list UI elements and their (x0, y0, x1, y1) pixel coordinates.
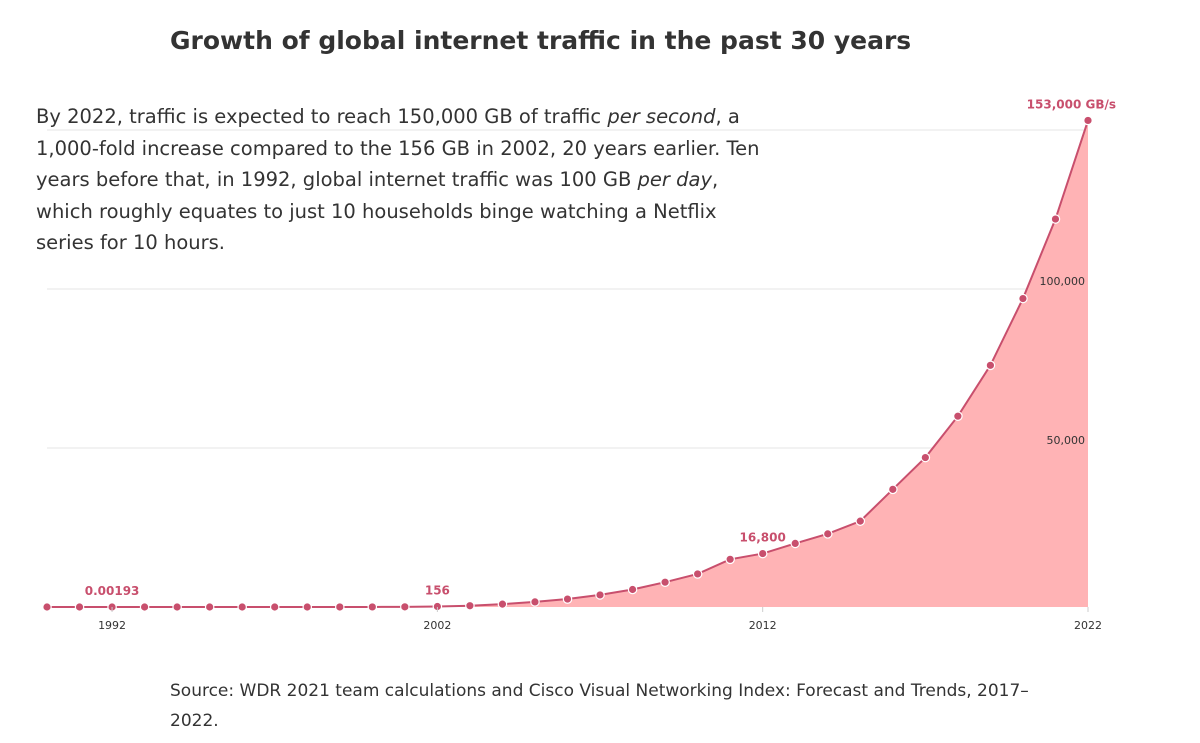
x-tick-label: 2002 (423, 619, 451, 632)
data-label-2012: 16,800 (740, 531, 786, 545)
data-label-2002: 156 (425, 584, 450, 598)
x-axis-ticks: 1992 2002 2012 2022 (98, 607, 1102, 632)
data-point-2014 (822, 529, 833, 539)
data-point-2013 (790, 538, 801, 549)
data-label-1992: 0.00193 (85, 584, 140, 598)
area-fill (47, 120, 1088, 608)
data-points (42, 115, 1093, 612)
data-point-1991 (74, 602, 85, 612)
description-emphasis-per-day: per day (637, 168, 712, 191)
data-point-2001 (400, 602, 410, 612)
data-point-2010 (692, 569, 703, 579)
data-point-1993 (139, 602, 150, 612)
data-point-2009 (660, 577, 670, 587)
data-point-2006 (562, 594, 573, 604)
data-point-2005 (530, 597, 540, 607)
data-point-2003 (465, 600, 475, 611)
description-emphasis-per-second: per second (607, 105, 716, 128)
y-tick-label: 50,000 (1047, 434, 1086, 447)
y-axis-ticks: 50,000 100,000 (1040, 275, 1086, 447)
x-tick-label: 1992 (98, 619, 126, 632)
data-point-1997 (269, 602, 280, 612)
description-part-1: By 2022, traffic is expected to reach 15… (36, 105, 608, 128)
data-labels: 0.00193 156 16,800 153,000 GB/s (85, 97, 1116, 598)
data-point-2021 (1050, 214, 1061, 224)
data-point-2000 (367, 602, 378, 612)
data-point-1996 (237, 602, 247, 612)
chart-title: Growth of global internet traffic in the… (170, 26, 912, 55)
description-part-3: , which roughly equates to just 10 house… (36, 168, 719, 254)
data-point-2004 (497, 599, 508, 609)
data-point-2019 (985, 360, 996, 371)
data-point-1990 (42, 602, 52, 612)
data-point-2015 (855, 516, 866, 526)
x-tick-label: 2012 (749, 619, 777, 632)
data-point-1999 (334, 602, 345, 612)
traffic-area-chart: 50,000 100,000 0.00193 156 16,800 153,000 GB… (42, 97, 1116, 632)
source-note: Source: WDR 2021 team calculations and C… (170, 681, 1029, 731)
data-label-2022: 153,000 GB/s (1027, 97, 1116, 111)
data-point-2022 (1083, 115, 1093, 126)
x-tick-label: 2022 (1074, 619, 1102, 632)
data-point-2017 (920, 452, 931, 463)
description-part-2: , a 1,000-fold increase compared to the … (36, 105, 760, 191)
data-point-2016 (888, 484, 898, 495)
data-point-2012 (757, 548, 768, 559)
data-point-2008 (627, 584, 638, 595)
data-point-2020 (1018, 293, 1028, 304)
data-point-2007 (595, 590, 605, 600)
data-point-2011 (725, 554, 735, 565)
chart-description: By 2022, traffic is expected to reach 15… (36, 101, 776, 259)
y-tick-label: 100,000 (1040, 275, 1086, 288)
gridlines (47, 129, 1088, 449)
data-point-1998 (302, 602, 313, 612)
data-point-2018 (953, 411, 963, 421)
data-point-1994 (172, 602, 182, 612)
data-point-1995 (204, 602, 215, 612)
